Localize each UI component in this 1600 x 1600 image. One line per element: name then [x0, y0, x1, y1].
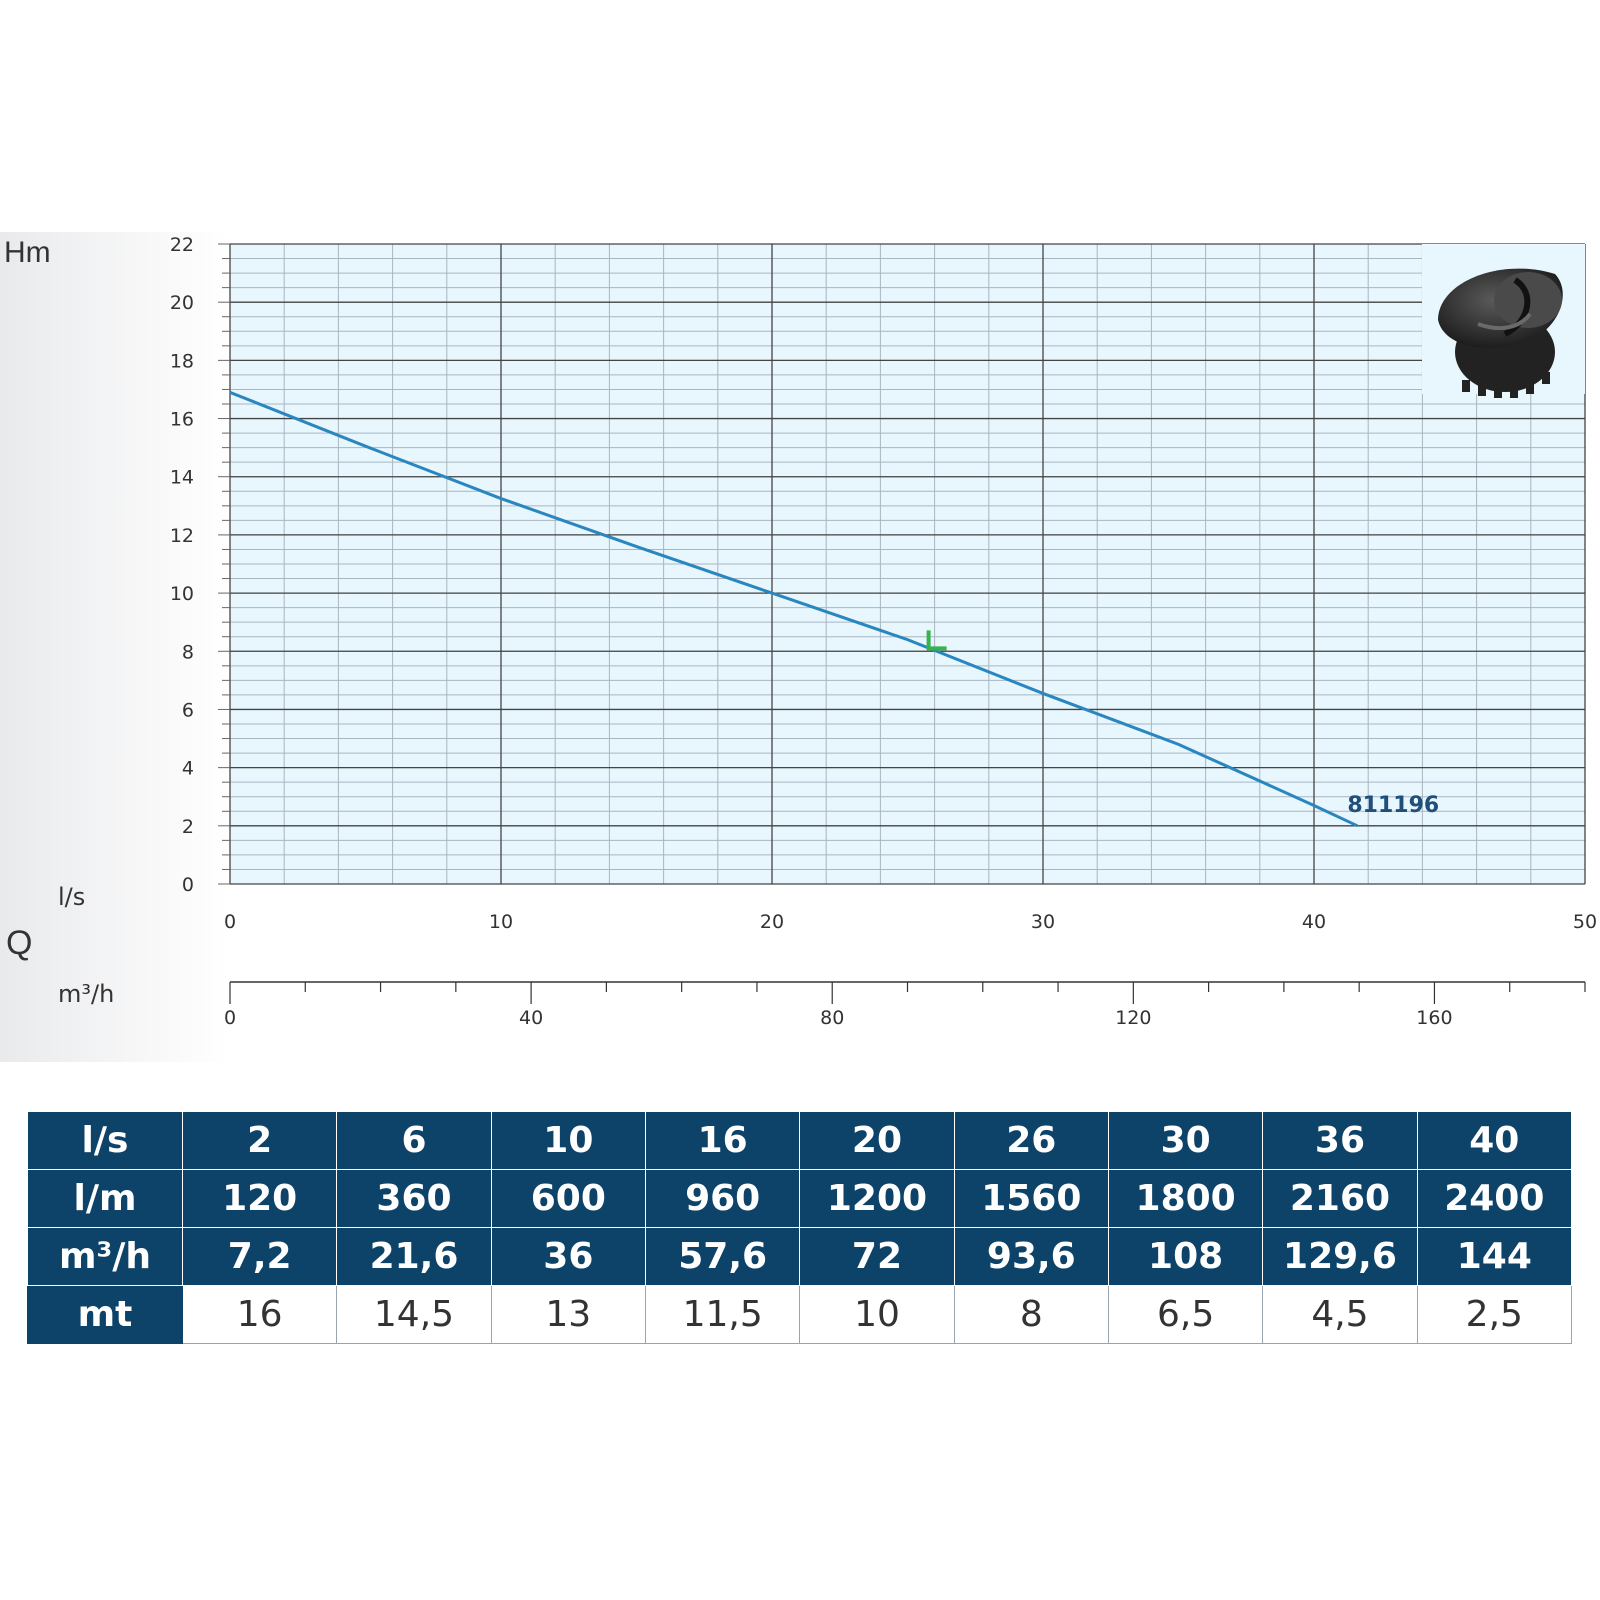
table-cell: 2160: [1262, 1169, 1418, 1228]
table-cell: 36: [1262, 1111, 1418, 1170]
y-tick-label: 22: [170, 234, 194, 256]
table-cell: 30: [1107, 1111, 1264, 1170]
table-row-header: l/s: [27, 1111, 183, 1170]
performance-chart: 0 2 4 6 8 10 12 14 16 18 20 22 0 10 20 30 40 50 0 40 80 120…: [0, 232, 1600, 1062]
series-line: [229, 390, 1358, 828]
secondary-axis: 0 40 80 120 160: [224, 981, 1586, 1029]
table-cell: 600: [490, 1169, 646, 1228]
table-cell: 2,5: [1416, 1285, 1573, 1344]
table-cell: 26: [953, 1111, 1109, 1170]
x-tick-label: 50: [1573, 911, 1597, 933]
x-tick-label: 30: [1031, 911, 1055, 933]
y-tick-label: 16: [170, 409, 194, 431]
table-row: l/s 2 6 10 16 20 26 30 36 40: [27, 1111, 1573, 1170]
table-cell: 13: [490, 1285, 646, 1344]
table-cell: 10: [799, 1285, 955, 1344]
y-tick-label: 0: [182, 874, 194, 896]
y-tick-label: 10: [170, 583, 194, 605]
x-unit-primary: l/s: [58, 883, 85, 911]
secondary-tick-label: 120: [1115, 1007, 1151, 1029]
secondary-tick-label: 40: [519, 1007, 543, 1029]
duty-point-marker: [926, 630, 947, 651]
table-cell: 144: [1416, 1227, 1573, 1286]
table-cell: 1200: [799, 1169, 955, 1228]
x-tick-label: 40: [1302, 911, 1326, 933]
x-axis-label: Q: [6, 924, 32, 962]
y-tick-label: 14: [170, 467, 194, 489]
y-axis-label: Hm: [4, 236, 51, 269]
x-unit-secondary: m³/h: [58, 980, 114, 1008]
table-row: mt 16 14,5 13 11,5 10 8 6,5 4,5 2,5: [27, 1285, 1573, 1344]
table-row-header: l/m: [27, 1169, 183, 1228]
secondary-tick-label: 0: [224, 1007, 236, 1029]
table-cell: 6,5: [1107, 1285, 1264, 1344]
x-tick-label: 20: [760, 911, 784, 933]
y-tick-label: 20: [170, 292, 194, 314]
chart-svg: 0 2 4 6 8 10 12 14 16 18 20 22 0 10 20 30 40 50 0 40 80 120…: [0, 232, 1597, 1062]
y-tick-label: 4: [182, 758, 194, 780]
table-cell: 21,6: [336, 1227, 492, 1286]
table-cell: 72: [799, 1227, 955, 1286]
table-cell: 1560: [953, 1169, 1109, 1228]
table-cell: 11,5: [644, 1285, 801, 1344]
left-panel-shade: [0, 232, 230, 1062]
y-tick-label: 12: [170, 525, 194, 547]
table-cell: 360: [336, 1169, 492, 1228]
y-tick-label: 8: [182, 641, 194, 663]
table-cell: 120: [181, 1169, 338, 1228]
table-cell: 2: [181, 1111, 338, 1170]
table-cell: 16: [181, 1285, 338, 1344]
secondary-tick-label: 160: [1416, 1007, 1452, 1029]
table-cell: 129,6: [1262, 1227, 1418, 1286]
table-cell: 7,2: [181, 1227, 338, 1286]
table-cell: 10: [490, 1111, 646, 1170]
x-tick-label: 10: [489, 911, 513, 933]
table-row: m³/h 7,2 21,6 36 57,6 72 93,6 108 129,6 144: [27, 1227, 1573, 1286]
y-tick-label: 6: [182, 699, 194, 721]
impeller-image: [1422, 244, 1585, 398]
table-cell: 36: [490, 1227, 646, 1286]
table-row-header: m³/h: [27, 1227, 183, 1286]
table-cell: 2400: [1416, 1169, 1573, 1228]
table-cell: 960: [644, 1169, 801, 1228]
x-tick-label: 0: [224, 911, 236, 933]
secondary-tick-label: 80: [820, 1007, 844, 1029]
y-tick-label: 18: [170, 350, 194, 372]
table-cell: 4,5: [1262, 1285, 1418, 1344]
table-cell: 57,6: [644, 1227, 801, 1286]
table-row: l/m 120 360 600 960 1200 1560 1800 2160 2400: [27, 1169, 1573, 1228]
table-cell: 1800: [1107, 1169, 1264, 1228]
performance-table: l/s 2 6 10 16 20 26 30 36 40 l/m 120 360 600 960 1200 15…: [27, 1111, 1573, 1344]
table-cell: 8: [953, 1285, 1109, 1344]
x-axis-ticks: 0 10 20 30 40 50: [224, 911, 1597, 933]
y-axis-ticks: 0 2 4 6 8 10 12 14 16 18 20 22: [170, 234, 230, 896]
table-cell: 93,6: [953, 1227, 1109, 1286]
table-cell: 16: [644, 1111, 801, 1170]
series-label: 811196: [1347, 793, 1439, 818]
table-row-header: mt: [27, 1285, 183, 1344]
table-cell: 20: [799, 1111, 955, 1170]
y-tick-label: 2: [182, 816, 194, 838]
table-cell: 14,5: [336, 1285, 492, 1344]
table-cell: 40: [1416, 1111, 1573, 1170]
series-layer: 811196: [229, 390, 1439, 828]
table-cell: 108: [1107, 1227, 1264, 1286]
table-cell: 6: [336, 1111, 492, 1170]
